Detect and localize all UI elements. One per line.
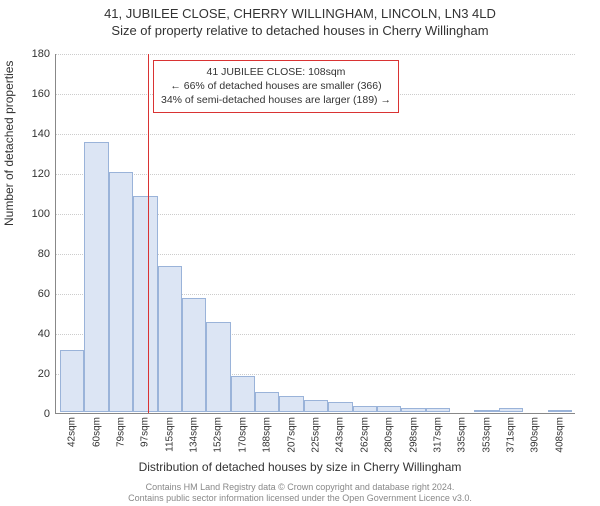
xtick-label: 79sqm (115, 417, 126, 447)
annotation-line1: 41 JUBILEE CLOSE: 108sqm (161, 65, 391, 79)
ytick-label: 100 (20, 208, 50, 220)
xtick-label: 60sqm (91, 417, 102, 447)
xtick-label: 134sqm (189, 417, 200, 453)
bar (60, 350, 84, 412)
footer-line1: Contains HM Land Registry data © Crown c… (0, 482, 600, 493)
bar (426, 408, 450, 412)
annotation-line3: 34% of semi-detached houses are larger (… (161, 93, 391, 107)
xtick-label: 371sqm (506, 417, 517, 453)
xtick-label: 225sqm (311, 417, 322, 453)
xtick-label: 152sqm (213, 417, 224, 453)
bar (474, 410, 498, 412)
bar (401, 408, 425, 412)
bar (279, 396, 303, 412)
xtick-label: 353sqm (481, 417, 492, 453)
ytick-label: 80 (20, 248, 50, 260)
bar (84, 142, 108, 412)
xtick-label: 317sqm (432, 417, 443, 453)
xtick-label: 408sqm (554, 417, 565, 453)
xtick-label: 298sqm (408, 417, 419, 453)
xtick-label: 262sqm (359, 417, 370, 453)
ytick-label: 160 (20, 88, 50, 100)
ytick-label: 120 (20, 168, 50, 180)
grid-line (56, 134, 575, 135)
annotation-box: 41 JUBILEE CLOSE: 108sqm ← 66% of detach… (153, 60, 399, 113)
chart-area: 02040608010012014016018042sqm60sqm79sqm9… (55, 54, 575, 414)
marker-line (148, 54, 149, 413)
bar (353, 406, 377, 412)
bar (255, 392, 279, 412)
bar (377, 406, 401, 412)
footer: Contains HM Land Registry data © Crown c… (0, 482, 600, 504)
bar (304, 400, 328, 412)
ytick-label: 180 (20, 48, 50, 60)
ytick-label: 0 (20, 408, 50, 420)
annotation-line2: ← 66% of detached houses are smaller (36… (161, 79, 391, 93)
bar (499, 408, 523, 412)
xtick-label: 115sqm (164, 417, 175, 452)
xtick-label: 170sqm (237, 417, 248, 453)
x-axis-label: Distribution of detached houses by size … (0, 460, 600, 474)
title-main: 41, JUBILEE CLOSE, CHERRY WILLINGHAM, LI… (0, 6, 600, 21)
grid-line (56, 54, 575, 55)
bar (182, 298, 206, 412)
grid-line (56, 174, 575, 175)
xtick-label: 243sqm (335, 417, 346, 453)
bar (109, 172, 133, 412)
xtick-label: 97sqm (140, 417, 151, 447)
xtick-label: 188sqm (262, 417, 273, 453)
xtick-label: 390sqm (530, 417, 541, 453)
bar (231, 376, 255, 412)
title-sub: Size of property relative to detached ho… (0, 23, 600, 38)
ytick-label: 20 (20, 368, 50, 380)
ytick-label: 60 (20, 288, 50, 300)
xtick-label: 207sqm (286, 417, 297, 453)
footer-line2: Contains public sector information licen… (0, 493, 600, 504)
bar (548, 410, 572, 412)
y-axis-label: Number of detached properties (2, 61, 16, 226)
xtick-label: 42sqm (67, 417, 78, 447)
xtick-label: 280sqm (384, 417, 395, 453)
ytick-label: 40 (20, 328, 50, 340)
bar (328, 402, 352, 412)
bar (133, 196, 157, 412)
bar (206, 322, 230, 412)
xtick-label: 335sqm (457, 417, 468, 453)
bar (158, 266, 182, 412)
ytick-label: 140 (20, 128, 50, 140)
